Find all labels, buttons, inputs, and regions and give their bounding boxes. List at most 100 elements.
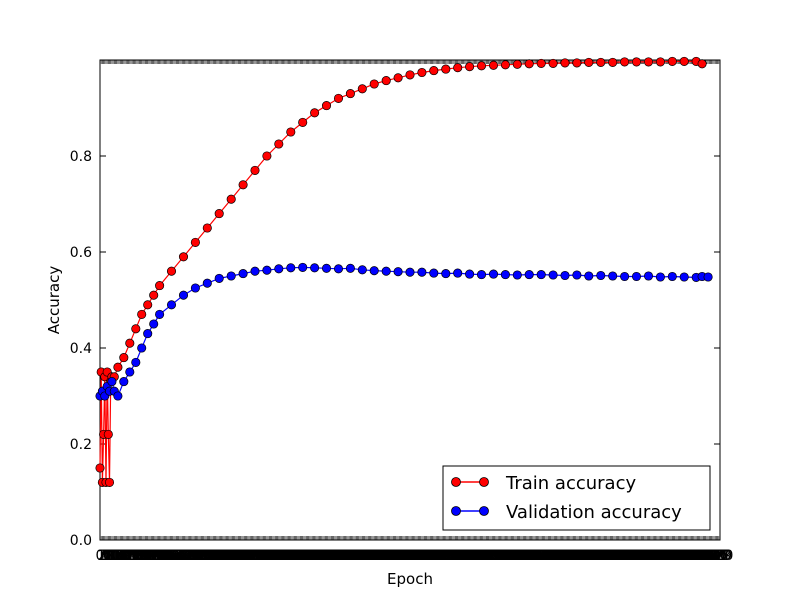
x-tick-label-265: 265 bbox=[403, 548, 430, 564]
x-tick-label-307: 307 bbox=[453, 548, 480, 564]
x-tick-label-99: 99 bbox=[209, 548, 227, 564]
x-tick-label-405: 405 bbox=[570, 548, 597, 564]
x-tick-label-170: 170 bbox=[289, 548, 316, 564]
x-tick-label-239: 239 bbox=[372, 548, 399, 564]
series-0-point-36 bbox=[357, 84, 367, 94]
x-tick-label-475: 475 bbox=[653, 548, 680, 564]
series-0-point-34 bbox=[333, 93, 344, 103]
x-tick-label-263: 263 bbox=[400, 548, 427, 564]
series-1-point-32 bbox=[369, 266, 379, 276]
series-1-point-27 bbox=[310, 263, 320, 273]
x-tick-label-27: 27 bbox=[123, 548, 141, 564]
x-tick-label-275: 275 bbox=[415, 548, 442, 564]
x-tick-label-327: 327 bbox=[477, 548, 504, 564]
x-tick-label-421: 421 bbox=[589, 548, 616, 564]
series-layer bbox=[95, 56, 713, 487]
plot-frame bbox=[99, 59, 721, 541]
x-tick-label-139: 139 bbox=[252, 548, 279, 564]
x-tick-label-112: 112 bbox=[220, 548, 247, 564]
x-tick-label-288: 288 bbox=[430, 548, 457, 564]
x-tick-label-246: 246 bbox=[380, 548, 407, 564]
series-1-point-17 bbox=[190, 283, 200, 293]
series-1-point-7 bbox=[113, 391, 123, 401]
series-1-point-19 bbox=[214, 273, 224, 283]
x-tick-label-298: 298 bbox=[442, 548, 469, 564]
x-tick-label-336: 336 bbox=[487, 548, 514, 564]
x-tick-label-171: 171 bbox=[291, 548, 318, 564]
x-tick-label-326: 326 bbox=[475, 548, 502, 564]
x-tick-label-225: 225 bbox=[355, 548, 382, 564]
x-tick-label-418: 418 bbox=[585, 548, 612, 564]
series-0-point-38 bbox=[381, 76, 391, 86]
x-tick-label-191: 191 bbox=[314, 548, 341, 564]
x-tick-label-458: 458 bbox=[633, 548, 660, 564]
series-0-point-51 bbox=[536, 58, 546, 68]
x-tick-label-489: 489 bbox=[670, 548, 697, 564]
x-tick-label-30: 30 bbox=[127, 548, 145, 564]
x-tick-label-38: 38 bbox=[136, 548, 154, 564]
series-0-point-52 bbox=[548, 58, 558, 68]
x-tick-label-16: 16 bbox=[110, 548, 128, 564]
series-0-point-25 bbox=[226, 194, 236, 204]
x-axis-label: Epoch bbox=[387, 570, 433, 588]
x-tick-label-208: 208 bbox=[335, 548, 362, 564]
x-tick-label-162: 162 bbox=[280, 548, 307, 564]
x-tick-label-223: 223 bbox=[353, 548, 380, 564]
x-tick-label-227: 227 bbox=[357, 548, 384, 564]
series-0-point-46 bbox=[476, 61, 487, 71]
x-tick-label-368: 368 bbox=[525, 548, 552, 564]
x-tick-label-328: 328 bbox=[478, 548, 505, 564]
x-tick-label-304: 304 bbox=[449, 548, 476, 564]
x-tick-label-15: 15 bbox=[109, 548, 127, 564]
x-tick-label-435: 435 bbox=[605, 548, 632, 564]
x-tick-label-181: 181 bbox=[302, 548, 329, 564]
x-tick-label-124: 124 bbox=[234, 548, 261, 564]
x-tick-label-214: 214 bbox=[342, 548, 369, 564]
x-tick-label-383: 383 bbox=[543, 548, 570, 564]
x-tick-label-413: 413 bbox=[579, 548, 606, 564]
x-tick-label-198: 198 bbox=[323, 548, 350, 564]
x-tick-label-78: 78 bbox=[184, 548, 202, 564]
plot-area bbox=[99, 59, 721, 541]
x-tick-label-341: 341 bbox=[493, 548, 520, 564]
x-tick-label-437: 437 bbox=[608, 548, 635, 564]
x-tick-label-95: 95 bbox=[204, 548, 222, 564]
x-tick-label-33: 33 bbox=[130, 548, 148, 564]
x-tick-label-464: 464 bbox=[640, 548, 667, 564]
x-tick-label-73: 73 bbox=[178, 548, 196, 564]
x-tick-label-118: 118 bbox=[227, 548, 254, 564]
x-tick-label-167: 167 bbox=[286, 548, 313, 564]
x-tick-label-5: 5 bbox=[102, 548, 111, 564]
x-tick-label-476: 476 bbox=[654, 548, 681, 564]
series-0-point-48 bbox=[500, 60, 510, 70]
x-tick-label-393: 393 bbox=[555, 548, 582, 564]
x-tick-label-407: 407 bbox=[572, 548, 599, 564]
series-0-point-39 bbox=[393, 73, 403, 83]
x-tick-label-517: 517 bbox=[703, 548, 730, 564]
x-tick-label-438: 438 bbox=[609, 548, 636, 564]
x-tick-label-409: 409 bbox=[574, 548, 601, 564]
series-0-point-54 bbox=[572, 58, 582, 68]
legend-entry-train: Train accuracy bbox=[451, 473, 636, 494]
x-tick-label-0: 0 bbox=[96, 548, 105, 564]
x-tick-label-161: 161 bbox=[279, 548, 306, 564]
x-tick-label-482: 482 bbox=[661, 548, 688, 564]
x-tick-label-137: 137 bbox=[250, 548, 277, 564]
x-tick-label-448: 448 bbox=[621, 548, 648, 564]
x-tick-label-212: 212 bbox=[339, 548, 366, 564]
x-tick-label-70: 70 bbox=[175, 548, 193, 564]
series-1-point-13 bbox=[149, 319, 159, 329]
x-tick-label-449: 449 bbox=[622, 548, 649, 564]
series-0-point-59 bbox=[631, 57, 642, 67]
y-tick-label-1: 0.2 bbox=[70, 437, 92, 453]
x-tick-label-29: 29 bbox=[126, 548, 144, 564]
x-tick-label-497: 497 bbox=[679, 548, 706, 564]
x-tick-label-153: 153 bbox=[269, 548, 296, 564]
x-tick-label-266: 266 bbox=[404, 548, 431, 564]
x-tick-label-97: 97 bbox=[207, 548, 225, 564]
x-tick-label-129: 129 bbox=[240, 548, 267, 564]
x-tick-label-270: 270 bbox=[409, 548, 436, 564]
x-tick-label-2: 2 bbox=[98, 548, 107, 564]
x-tick-label-182: 182 bbox=[304, 548, 331, 564]
x-tick-label-60: 60 bbox=[163, 548, 181, 564]
